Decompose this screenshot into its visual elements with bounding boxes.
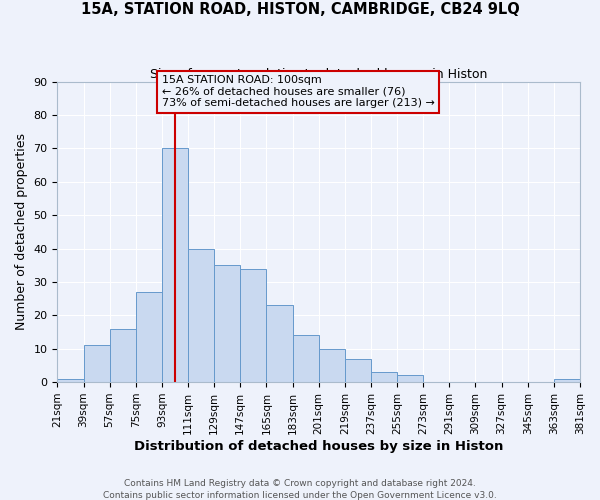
Bar <box>554 379 580 382</box>
Text: 15A, STATION ROAD, HISTON, CAMBRIDGE, CB24 9LQ: 15A, STATION ROAD, HISTON, CAMBRIDGE, CB… <box>80 2 520 18</box>
Bar <box>345 358 371 382</box>
Bar <box>83 346 110 382</box>
Bar <box>319 348 345 382</box>
Text: 15A STATION ROAD: 100sqm
← 26% of detached houses are smaller (76)
73% of semi-d: 15A STATION ROAD: 100sqm ← 26% of detach… <box>162 75 435 108</box>
Bar <box>371 372 397 382</box>
Bar <box>58 379 83 382</box>
Bar <box>110 328 136 382</box>
X-axis label: Distribution of detached houses by size in Histon: Distribution of detached houses by size … <box>134 440 503 452</box>
Bar <box>397 376 423 382</box>
Bar <box>214 266 241 382</box>
Y-axis label: Number of detached properties: Number of detached properties <box>15 134 28 330</box>
Title: Size of property relative to detached houses in Histon: Size of property relative to detached ho… <box>150 68 487 80</box>
Bar <box>188 248 214 382</box>
Bar <box>136 292 162 382</box>
Bar <box>293 336 319 382</box>
Bar <box>266 306 293 382</box>
Bar <box>162 148 188 382</box>
Text: Contains HM Land Registry data © Crown copyright and database right 2024.
Contai: Contains HM Land Registry data © Crown c… <box>103 478 497 500</box>
Bar <box>241 268 266 382</box>
